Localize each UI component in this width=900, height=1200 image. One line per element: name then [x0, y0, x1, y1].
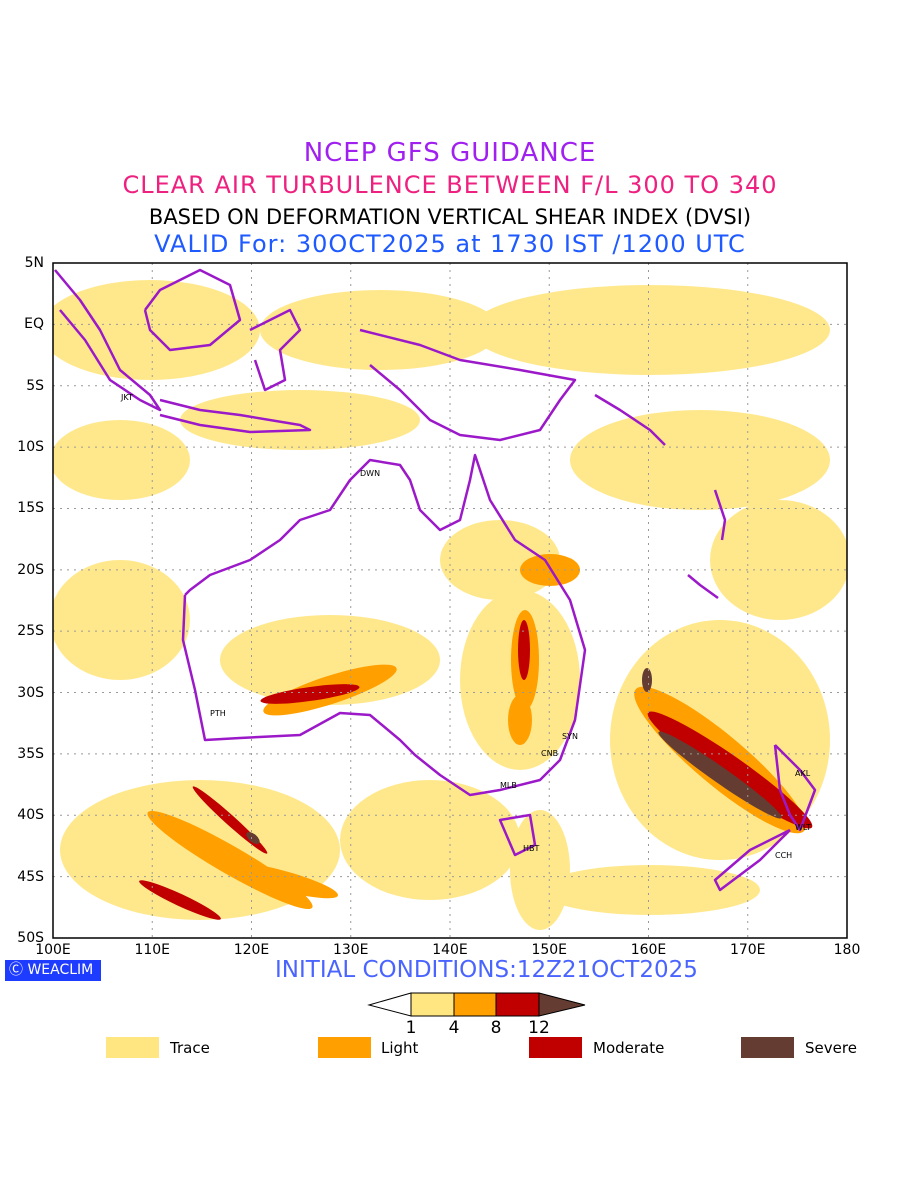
title-model: NCEP GFS GUIDANCE	[303, 138, 597, 168]
city-label: HBT	[523, 844, 540, 853]
tasmania-coast	[498, 813, 537, 857]
city-label: PTH	[210, 709, 226, 718]
nz-north-coast	[773, 744, 817, 832]
lon-label: 170E	[729, 942, 766, 958]
logo-text: WEACLIM	[27, 962, 94, 978]
vanuatu-coast	[713, 489, 727, 541]
graticule	[53, 263, 847, 938]
city-label: CCH	[775, 851, 792, 860]
lat-label: 15S	[17, 500, 44, 517]
coastlines	[54, 268, 817, 892]
initial-conditions: INITIAL CONDITIONS:12Z21OCT2025	[275, 957, 698, 983]
colorbar-tick: 8	[490, 1018, 502, 1038]
new-caledonia-coast	[687, 574, 719, 600]
colorbar-moderate	[495, 992, 540, 1017]
sumatra-coast	[54, 269, 162, 412]
legend-swatch-trace	[106, 1037, 159, 1058]
map-frame	[52, 262, 848, 939]
city-label: AKL	[795, 769, 811, 778]
colorbar-tick: 4	[448, 1018, 460, 1038]
lon-label: 120E	[233, 942, 270, 958]
legend-label-trace: Trace	[170, 1039, 210, 1057]
lat-label: 5S	[26, 377, 44, 394]
nz-south-coast	[713, 828, 791, 892]
lat-label: 20S	[17, 561, 44, 578]
city-labels: JKT DWN PTH SYN CNB MLB HBT AKL WLT CCH	[120, 393, 811, 860]
lat-label: 35S	[17, 745, 44, 762]
city-label: DWN	[360, 469, 380, 478]
city-label: CNB	[541, 749, 558, 758]
solomons-coast	[594, 393, 666, 446]
city-label: SYN	[562, 732, 578, 741]
lon-label: 160E	[630, 942, 667, 958]
new-guinea-coast	[359, 328, 577, 442]
lon-label: 150E	[531, 942, 568, 958]
weaclim-logo: Ⓒ WEACLIM	[5, 960, 101, 981]
lat-label: 50S	[17, 930, 44, 946]
colorbar-tick: 1	[405, 1018, 417, 1038]
legend-swatch-moderate	[529, 1037, 582, 1058]
legend-label-severe: Severe	[805, 1039, 857, 1057]
legend-swatch-light	[318, 1037, 371, 1058]
colorbar-below-1	[367, 992, 412, 1017]
lat-label: EQ	[24, 316, 44, 333]
city-label: MLB	[500, 781, 517, 790]
legend-swatch-severe	[741, 1037, 794, 1058]
australia-coast	[181, 453, 587, 797]
colorbar-tick: 12	[528, 1018, 550, 1038]
java-coast	[159, 398, 312, 434]
lon-label: 110E	[134, 942, 171, 958]
borneo-coast	[143, 268, 242, 352]
lon-label: 180	[833, 942, 861, 958]
lon-label: 140E	[432, 942, 468, 958]
sulawesi-coast	[249, 308, 302, 392]
title-valid-time: VALID For: 30OCT2025 at 1730 IST /1200 U…	[154, 230, 746, 258]
city-label: WLT	[795, 823, 811, 832]
lat-label: 5N	[24, 255, 44, 271]
lon-label: 130E	[332, 942, 369, 958]
lat-label: 25S	[17, 623, 44, 640]
colorbar-severe	[538, 992, 586, 1017]
lat-label: 40S	[17, 807, 44, 824]
lat-label: 10S	[17, 439, 44, 456]
colorbar-light	[453, 992, 497, 1017]
legend-label-light: Light	[381, 1039, 419, 1057]
lon-label: 100E	[35, 942, 71, 958]
turbulence-fill	[53, 263, 847, 938]
colorbar	[367, 992, 586, 1017]
city-label: JKT	[120, 393, 133, 402]
lat-label: 30S	[17, 684, 44, 701]
legend-label-moderate: Moderate	[593, 1039, 665, 1057]
colorbar-trace	[410, 992, 455, 1017]
lat-label: 45S	[17, 868, 44, 885]
title-product: CLEAR AIR TURBULENCE BETWEEN F/L 300 TO …	[122, 171, 778, 199]
title-method: BASED ON DEFORMATION VERTICAL SHEAR INDE…	[148, 205, 752, 229]
